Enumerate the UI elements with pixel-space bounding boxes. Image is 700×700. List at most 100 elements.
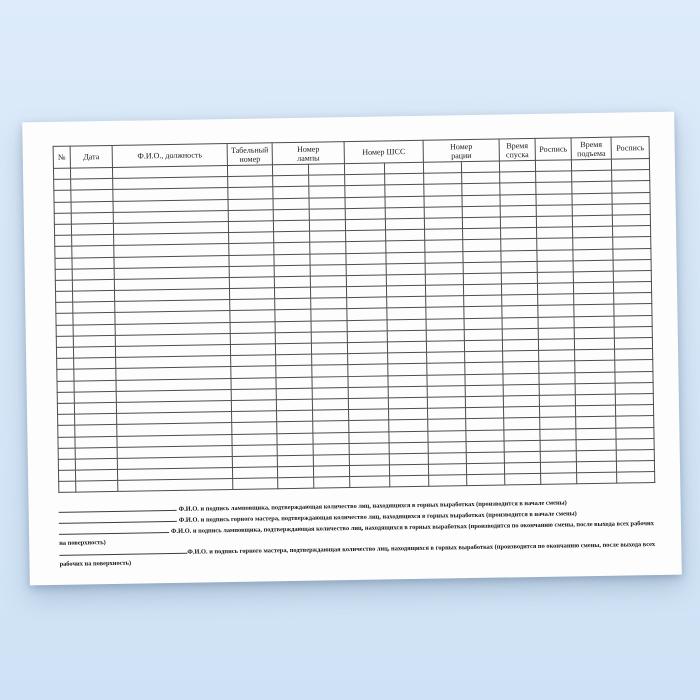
empty-cell xyxy=(388,408,428,421)
empty-cell xyxy=(503,428,541,441)
empty-cell xyxy=(426,340,465,353)
empty-cell xyxy=(612,214,651,227)
column-header: Ф.И.О., должность xyxy=(112,143,228,168)
empty-cell xyxy=(385,262,426,275)
empty-cell xyxy=(310,264,347,277)
empty-cell xyxy=(309,253,347,265)
empty-cell xyxy=(464,340,503,352)
empty-cell xyxy=(465,384,504,397)
empty-cell xyxy=(499,160,536,173)
empty-cell xyxy=(74,391,117,404)
empty-cell xyxy=(308,197,346,209)
empty-cell xyxy=(500,238,537,251)
empty-cell xyxy=(386,318,427,331)
empty-cell xyxy=(347,341,388,354)
empty-cell xyxy=(312,398,349,411)
empty-cell xyxy=(387,363,427,376)
empty-cell xyxy=(427,407,466,420)
column-header: Номер лампы xyxy=(272,141,345,165)
empty-cell xyxy=(572,237,613,250)
empty-cell xyxy=(388,419,428,432)
empty-cell xyxy=(58,458,76,471)
empty-cell xyxy=(539,383,576,396)
empty-cell xyxy=(117,478,233,492)
empty-cell xyxy=(276,399,313,411)
empty-cell xyxy=(463,295,502,308)
empty-cell xyxy=(571,192,613,205)
empty-cell xyxy=(539,417,576,429)
empty-cell xyxy=(277,443,314,456)
empty-cell xyxy=(54,224,72,236)
column-header: Время спуска xyxy=(499,138,536,162)
empty-cell xyxy=(275,365,312,378)
empty-cell xyxy=(388,453,429,465)
empty-cell xyxy=(347,375,388,388)
empty-cell xyxy=(386,341,427,354)
empty-cell xyxy=(616,471,655,484)
page-content: № Дата Ф.И.О., должность Табельный номер Ном… xyxy=(22,112,681,571)
empty-cell xyxy=(277,477,314,490)
empty-cell xyxy=(387,397,428,410)
empty-cell xyxy=(310,275,347,288)
empty-cell xyxy=(232,455,278,468)
empty-cell xyxy=(228,254,275,267)
empty-cell xyxy=(615,382,654,395)
empty-cell xyxy=(232,478,278,490)
empty-cell xyxy=(384,173,424,186)
empty-cell xyxy=(613,259,652,272)
empty-cell xyxy=(428,463,467,476)
empty-cell xyxy=(576,450,617,462)
empty-cell xyxy=(540,450,577,463)
empty-cell xyxy=(232,466,278,479)
empty-cell xyxy=(73,357,116,370)
empty-cell xyxy=(462,228,501,240)
empty-cell xyxy=(72,312,116,325)
empty-cell xyxy=(311,376,349,388)
empty-cell xyxy=(427,396,466,409)
empty-cell xyxy=(384,207,425,219)
empty-cell xyxy=(424,239,463,252)
empty-cell xyxy=(576,461,617,474)
empty-cell xyxy=(427,418,466,431)
empty-cell xyxy=(461,172,500,185)
empty-cell xyxy=(461,161,500,173)
empty-cell xyxy=(274,309,312,322)
empty-cell xyxy=(54,201,72,214)
empty-cell xyxy=(616,460,655,473)
empty-cell xyxy=(539,405,576,418)
empty-cell xyxy=(55,268,73,281)
column-header: Номер ШСС xyxy=(344,140,424,164)
empty-cell xyxy=(535,182,572,194)
empty-cell xyxy=(571,181,612,194)
empty-cell xyxy=(346,263,386,276)
shift-log-table: № Дата Ф.И.О., должность Табельный номер Ном… xyxy=(52,136,656,494)
empty-cell xyxy=(308,185,346,198)
empty-cell xyxy=(228,243,274,256)
signature-notes: Ф.И.О. и подпись ламповщика, подтверждаю… xyxy=(58,496,656,569)
empty-cell xyxy=(502,350,539,363)
empty-cell xyxy=(228,220,274,233)
empty-cell xyxy=(349,453,389,466)
empty-cell xyxy=(538,361,575,373)
empty-cell xyxy=(464,351,503,364)
empty-cell xyxy=(274,287,311,300)
empty-cell xyxy=(74,424,117,437)
empty-cell xyxy=(347,319,387,332)
empty-cell xyxy=(230,354,276,367)
empty-cell xyxy=(537,260,574,273)
empty-cell xyxy=(275,343,312,355)
empty-cell xyxy=(500,205,537,217)
signature-blank-line xyxy=(58,504,177,514)
empty-cell xyxy=(613,303,653,316)
column-header: № xyxy=(53,146,71,169)
empty-cell xyxy=(462,239,501,252)
empty-cell xyxy=(273,220,310,232)
empty-cell xyxy=(615,427,655,439)
empty-cell xyxy=(384,184,425,197)
empty-cell xyxy=(309,241,346,254)
empty-cell xyxy=(536,249,574,262)
empty-cell xyxy=(70,189,114,202)
empty-cell xyxy=(575,416,616,429)
empty-cell xyxy=(501,272,538,285)
empty-cell xyxy=(347,364,388,377)
